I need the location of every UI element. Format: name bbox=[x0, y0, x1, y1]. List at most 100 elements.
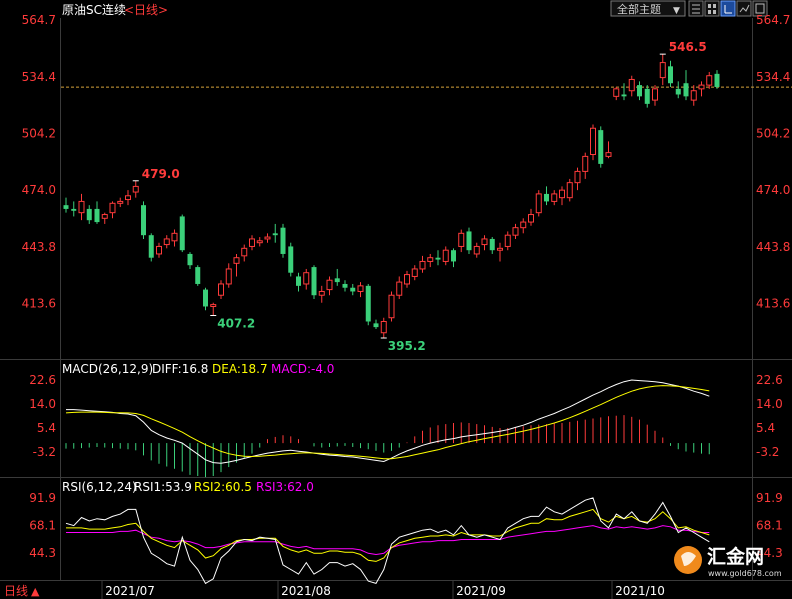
period-button-label: 日线 bbox=[4, 584, 28, 598]
instrument-title: 原油SC连续 bbox=[62, 2, 126, 17]
candle bbox=[698, 81, 705, 97]
candle-body-up bbox=[132, 185, 139, 193]
candle bbox=[125, 190, 131, 206]
candle bbox=[559, 186, 565, 206]
candle-body-up bbox=[574, 170, 581, 184]
candle-body-up bbox=[458, 232, 465, 247]
period-button[interactable]: 日线 ▲ bbox=[4, 584, 40, 598]
rsi-tick-right: 44.3 bbox=[756, 546, 783, 560]
candle bbox=[264, 233, 271, 243]
candle bbox=[458, 229, 465, 253]
macd-title: MACD(26,12,9) bbox=[62, 362, 153, 376]
theme-dropdown[interactable]: 全部主题 ▼ bbox=[610, 0, 686, 17]
candle-body-down bbox=[365, 285, 371, 322]
candle-body-up bbox=[427, 257, 434, 262]
rsi1-line bbox=[65, 497, 710, 585]
candle bbox=[466, 227, 472, 254]
theme-dropdown-label: 全部主题 bbox=[617, 2, 661, 16]
candle-body-up bbox=[404, 274, 410, 285]
candle bbox=[582, 152, 589, 179]
candle bbox=[373, 319, 379, 329]
candle-body-up bbox=[566, 182, 573, 199]
candle bbox=[311, 265, 317, 299]
price-tick-left: 504.2 bbox=[22, 127, 56, 141]
candle-body-up bbox=[652, 88, 658, 101]
candle-body-up bbox=[171, 232, 178, 242]
candle bbox=[210, 302, 217, 316]
candle-body-up bbox=[241, 247, 248, 257]
rsi-lines bbox=[65, 497, 710, 585]
candle-body-up bbox=[78, 200, 85, 214]
candle-body-up bbox=[582, 155, 589, 172]
candle-body-up bbox=[218, 283, 224, 296]
candle-body-up bbox=[613, 88, 620, 97]
candle-body-up bbox=[318, 290, 325, 296]
rsi-tick-right: 68.1 bbox=[756, 519, 783, 533]
candle bbox=[442, 246, 449, 266]
candle-body-up bbox=[109, 202, 116, 214]
candle-body-up bbox=[249, 238, 255, 247]
candle-body-down bbox=[598, 130, 604, 164]
month-label: 2021/09 bbox=[456, 584, 506, 598]
candle-body-up bbox=[388, 294, 395, 319]
candle-body-up bbox=[225, 268, 232, 285]
grid-icon[interactable] bbox=[704, 0, 720, 17]
price-tick-left: 534.4 bbox=[22, 70, 56, 84]
candle bbox=[427, 253, 434, 268]
annotation-label: 407.2 bbox=[217, 316, 255, 330]
candle bbox=[644, 85, 650, 108]
macd-tick-left: 14.0 bbox=[29, 397, 56, 411]
candle bbox=[396, 276, 403, 299]
chart-line-icon[interactable] bbox=[736, 0, 752, 17]
candle bbox=[288, 242, 294, 277]
candle-body-down bbox=[683, 83, 689, 97]
list-icon[interactable] bbox=[688, 0, 704, 17]
candle-body-up bbox=[442, 249, 449, 262]
candle-body-down bbox=[94, 208, 100, 223]
candle-body-up bbox=[698, 84, 705, 90]
candle bbox=[613, 86, 620, 101]
candle-body-up bbox=[520, 221, 527, 229]
candle-body-up bbox=[535, 193, 542, 214]
candle bbox=[63, 197, 69, 213]
candle-body-down bbox=[621, 94, 627, 97]
candle-body-down bbox=[187, 253, 193, 266]
candle-body-up bbox=[156, 245, 162, 255]
candle-body-up bbox=[210, 304, 217, 307]
candle-body-down bbox=[668, 66, 673, 84]
annotation-label: 546.5 bbox=[669, 40, 707, 54]
candle bbox=[303, 268, 310, 290]
caret-up-icon: ▲ bbox=[31, 585, 40, 598]
macd-tick-left: -3.2 bbox=[33, 445, 56, 459]
candle bbox=[365, 283, 371, 326]
candlestick-series bbox=[63, 54, 720, 338]
candle-body-up bbox=[256, 240, 263, 244]
candle-body-down bbox=[86, 208, 92, 221]
candle bbox=[473, 242, 480, 258]
candle-body-up bbox=[380, 320, 387, 334]
candle-body-down bbox=[195, 267, 201, 284]
candle bbox=[195, 265, 201, 286]
candle-body-up bbox=[303, 272, 310, 285]
candle bbox=[203, 287, 208, 311]
candle-body-up bbox=[264, 236, 271, 240]
candle bbox=[528, 208, 534, 226]
candle bbox=[690, 85, 697, 106]
candle-body-down bbox=[451, 250, 456, 262]
candle bbox=[388, 291, 395, 322]
candle-body-up bbox=[528, 214, 534, 223]
candle-body-up bbox=[411, 268, 418, 277]
brand-name: 汇金网 bbox=[707, 545, 764, 568]
macd-tick-right: 5.4 bbox=[756, 421, 775, 435]
period-label[interactable]: <日线> bbox=[124, 3, 168, 17]
month-label: 2021/07 bbox=[105, 584, 155, 598]
candle-body-down bbox=[637, 85, 642, 97]
month-label: 2021/08 bbox=[281, 584, 331, 598]
fit-icon[interactable] bbox=[752, 0, 768, 17]
candle-body-up bbox=[101, 214, 108, 219]
chart-bar-icon[interactable] bbox=[720, 0, 736, 17]
candle bbox=[497, 242, 503, 262]
candle-body-down bbox=[350, 287, 356, 292]
candle-body-down bbox=[466, 231, 472, 251]
candle bbox=[179, 214, 185, 253]
